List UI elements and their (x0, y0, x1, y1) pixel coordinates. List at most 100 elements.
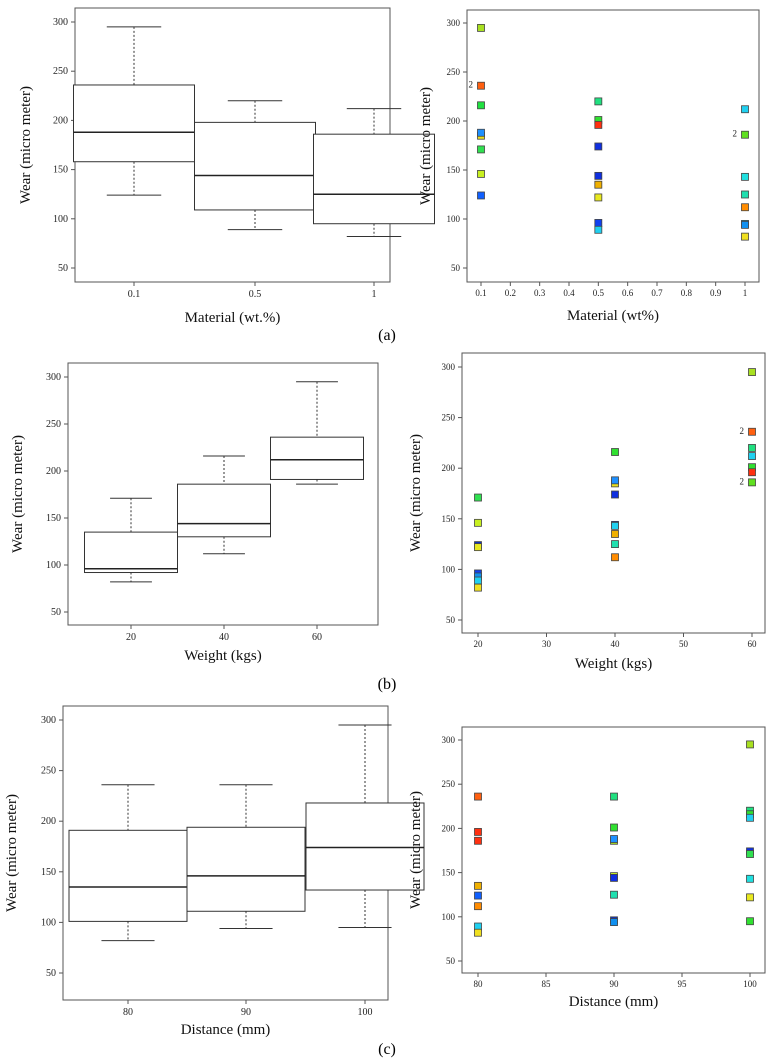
data-point (610, 874, 618, 882)
data-point (611, 553, 619, 562)
data-point (746, 813, 754, 822)
y-tick-label: 250 (53, 66, 68, 77)
y-tick-label: 100 (442, 912, 456, 922)
y-tick-label: 200 (53, 115, 68, 126)
data-point (477, 128, 485, 137)
box (270, 436, 364, 480)
data-point (477, 23, 485, 32)
panel-label: (b) (378, 676, 397, 693)
y-axis-label: Wear (micro meter) (18, 86, 34, 204)
y-tick-label: 300 (46, 372, 61, 383)
y-tick-label: 150 (53, 165, 68, 176)
data-point (748, 368, 756, 376)
data-point (611, 476, 619, 485)
data-point (741, 190, 749, 199)
data-point (748, 452, 756, 460)
x-tick-label: 100 (358, 1007, 373, 1018)
x-tick-label: 80 (474, 979, 484, 989)
x-tick-label: 100 (743, 979, 757, 989)
data-point (594, 193, 603, 202)
y-tick-label: 200 (442, 823, 456, 833)
x-tick-label: 30 (542, 639, 552, 649)
data-point (474, 583, 482, 592)
data-point (594, 225, 603, 234)
y-tick-label: 300 (53, 17, 68, 28)
data-point (611, 448, 619, 456)
box (305, 802, 425, 891)
data-point (474, 576, 482, 585)
x-axis-label: Weight (kgs) (184, 648, 262, 664)
y-axis-label: Wear (micro meter) (408, 434, 424, 552)
data-point (474, 836, 482, 845)
data-point (741, 220, 749, 229)
box (84, 531, 178, 574)
x-axis-label: Weight (kgs) (575, 656, 653, 672)
data-point (746, 874, 754, 883)
chart-b-box: 50 100 150 200 250 300 Wear (micro meter) Weigh… (10, 362, 379, 664)
y-axis-label: Wear (micro meter) (4, 794, 20, 912)
y-tick-label: 150 (41, 867, 56, 878)
data-point (594, 121, 603, 129)
x-tick-label: 0.5 (593, 288, 605, 298)
x-axis-label: Distance (mm) (181, 1022, 271, 1038)
data-point (594, 97, 603, 106)
data-point (741, 172, 749, 181)
x-tick-label: 50 (679, 639, 689, 649)
y-axis-label: Wear (micro meter) (10, 435, 26, 553)
x-tick-label: 0.4 (563, 288, 575, 298)
x-tick-label: 0.5 (249, 289, 262, 300)
data-point (594, 219, 603, 227)
data-point (610, 792, 618, 801)
y-axis-label: Wear (micro meter) (418, 87, 434, 205)
y-tick-label: 300 (447, 18, 461, 28)
x-tick-label: 1 (372, 289, 377, 300)
data-point (610, 835, 618, 843)
x-tick-label: 90 (610, 979, 620, 989)
x-tick-label: 1 (743, 288, 748, 298)
x-tick-label: 60 (312, 632, 322, 643)
data-point (746, 893, 754, 902)
data-point (610, 823, 618, 832)
point-count-label: 2 (469, 80, 474, 90)
data-point (741, 203, 749, 212)
point-count-label: 2 (740, 476, 745, 486)
x-tick-label: 0.1 (475, 288, 486, 298)
data-point (477, 170, 485, 178)
point-count-label: 2 (740, 426, 745, 436)
y-tick-label: 150 (46, 513, 61, 524)
data-point (748, 427, 756, 436)
y-tick-label: 250 (46, 419, 61, 430)
y-tick-label: 200 (46, 466, 61, 477)
data-point (741, 105, 749, 114)
data-point (748, 478, 756, 487)
data-point (748, 468, 756, 477)
y-tick-label: 200 (41, 816, 56, 827)
plot-frame (461, 726, 766, 974)
y-tick-label: 150 (447, 165, 461, 175)
data-point (746, 740, 754, 749)
x-tick-label: 85 (542, 979, 552, 989)
y-tick-label: 100 (442, 564, 456, 574)
x-tick-label: 0.3 (534, 288, 546, 298)
y-tick-label: 50 (446, 956, 456, 966)
point-count-label: 2 (733, 129, 738, 139)
x-tick-label: 0.9 (710, 288, 722, 298)
data-point (474, 792, 482, 801)
x-axis-label: Material (wt%) (567, 308, 659, 324)
data-point (610, 890, 618, 899)
y-tick-label: 300 (442, 362, 456, 372)
data-point (474, 928, 482, 937)
y-tick-label: 50 (451, 263, 461, 273)
x-tick-label: 0.1 (128, 289, 141, 300)
x-axis-label: Material (wt.%) (185, 310, 281, 326)
data-point (594, 180, 603, 189)
panel-label: (a) (378, 327, 396, 344)
x-tick-label: 80 (123, 1007, 133, 1018)
data-point (477, 145, 485, 154)
y-tick-label: 100 (447, 214, 461, 224)
data-point (477, 81, 485, 90)
data-point (474, 518, 482, 527)
plot-frame (466, 9, 760, 283)
data-point (611, 521, 619, 530)
